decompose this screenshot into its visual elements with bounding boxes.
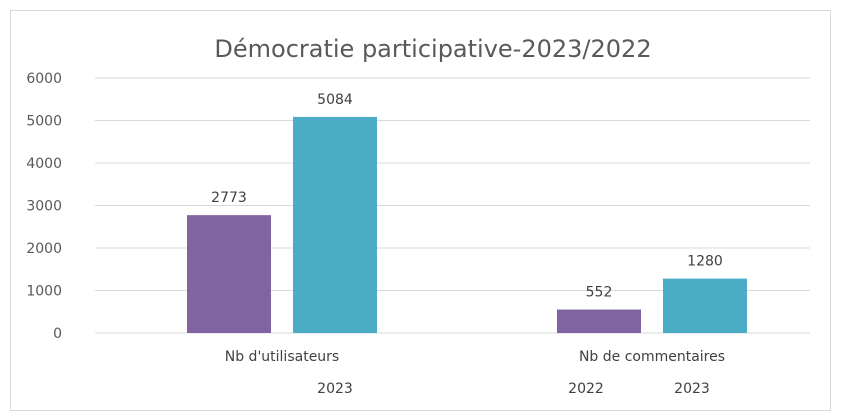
x-axis-point-labels: 2022 2023 2023: [317, 381, 710, 397]
y-tick-label: 6000: [26, 71, 62, 87]
y-tick-label: 0: [53, 326, 62, 342]
y-axis-tick-labels: 0 1000 2000 3000 4000 5000 6000: [26, 71, 62, 342]
chart-border: [10, 10, 831, 411]
bar: [557, 309, 641, 333]
data-label: 5084: [317, 92, 353, 108]
bars: [187, 116, 747, 334]
data-label: 1280: [687, 254, 723, 270]
data-label: 552: [586, 285, 613, 301]
point-label: 2023: [317, 381, 353, 397]
point-label: 2022: [568, 381, 604, 397]
bar: [663, 278, 747, 333]
category-label: Nb de commentaires: [579, 349, 725, 365]
y-tick-label: 5000: [26, 114, 62, 130]
point-label: 2023: [674, 381, 710, 397]
bar: [293, 116, 377, 334]
y-tick-label: 4000: [26, 156, 62, 172]
y-tick-label: 2000: [26, 241, 62, 257]
data-label: 2773: [211, 190, 247, 206]
chart-title: Démocratie participative-2023/2022: [214, 35, 651, 63]
bar: [187, 215, 271, 333]
data-labels: 2773 5084 552 1280: [211, 92, 723, 301]
y-tick-label: 3000: [26, 199, 62, 215]
category-label: Nb d'utilisateurs: [225, 349, 339, 365]
y-tick-label: 1000: [26, 284, 62, 300]
x-axis-category-labels: Nb d'utilisateurs Nb de commentaires: [225, 349, 725, 365]
